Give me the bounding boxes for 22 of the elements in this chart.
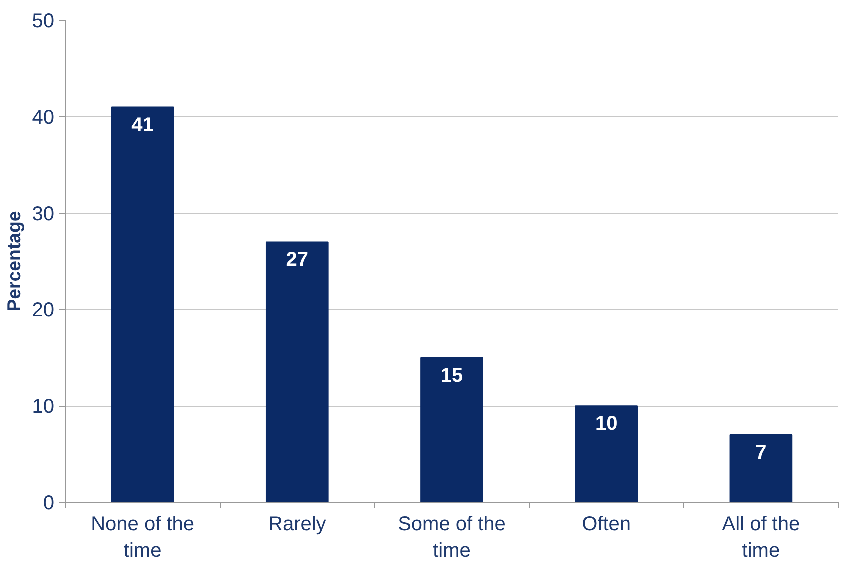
y-tick-label: 50 <box>32 10 55 32</box>
x-tick-label: Rarely <box>268 514 326 536</box>
y-tick-label: 10 <box>32 396 55 418</box>
data-label: 7 <box>756 442 767 464</box>
data-label: 15 <box>440 364 464 387</box>
bar <box>730 434 793 502</box>
data-label: 41 <box>132 114 154 136</box>
x-tick-label: Often <box>582 514 632 536</box>
bar <box>420 357 484 502</box>
x-tick-label: Some of the time <box>398 514 506 562</box>
y-tick-label: 30 <box>32 203 55 226</box>
y-tick-label: 20 <box>32 300 55 322</box>
data-label: 10 <box>595 413 618 436</box>
y-tick-label: 0 <box>43 492 54 514</box>
bar <box>575 406 638 502</box>
data-label: 27 <box>286 249 309 272</box>
y-axis-title: Percentage <box>3 211 24 312</box>
x-tick-label: All of the time <box>722 514 800 562</box>
bar <box>266 242 329 502</box>
x-tick-label: None of the time <box>91 514 195 562</box>
y-tick-label: 40 <box>32 106 55 129</box>
bar <box>111 106 174 502</box>
